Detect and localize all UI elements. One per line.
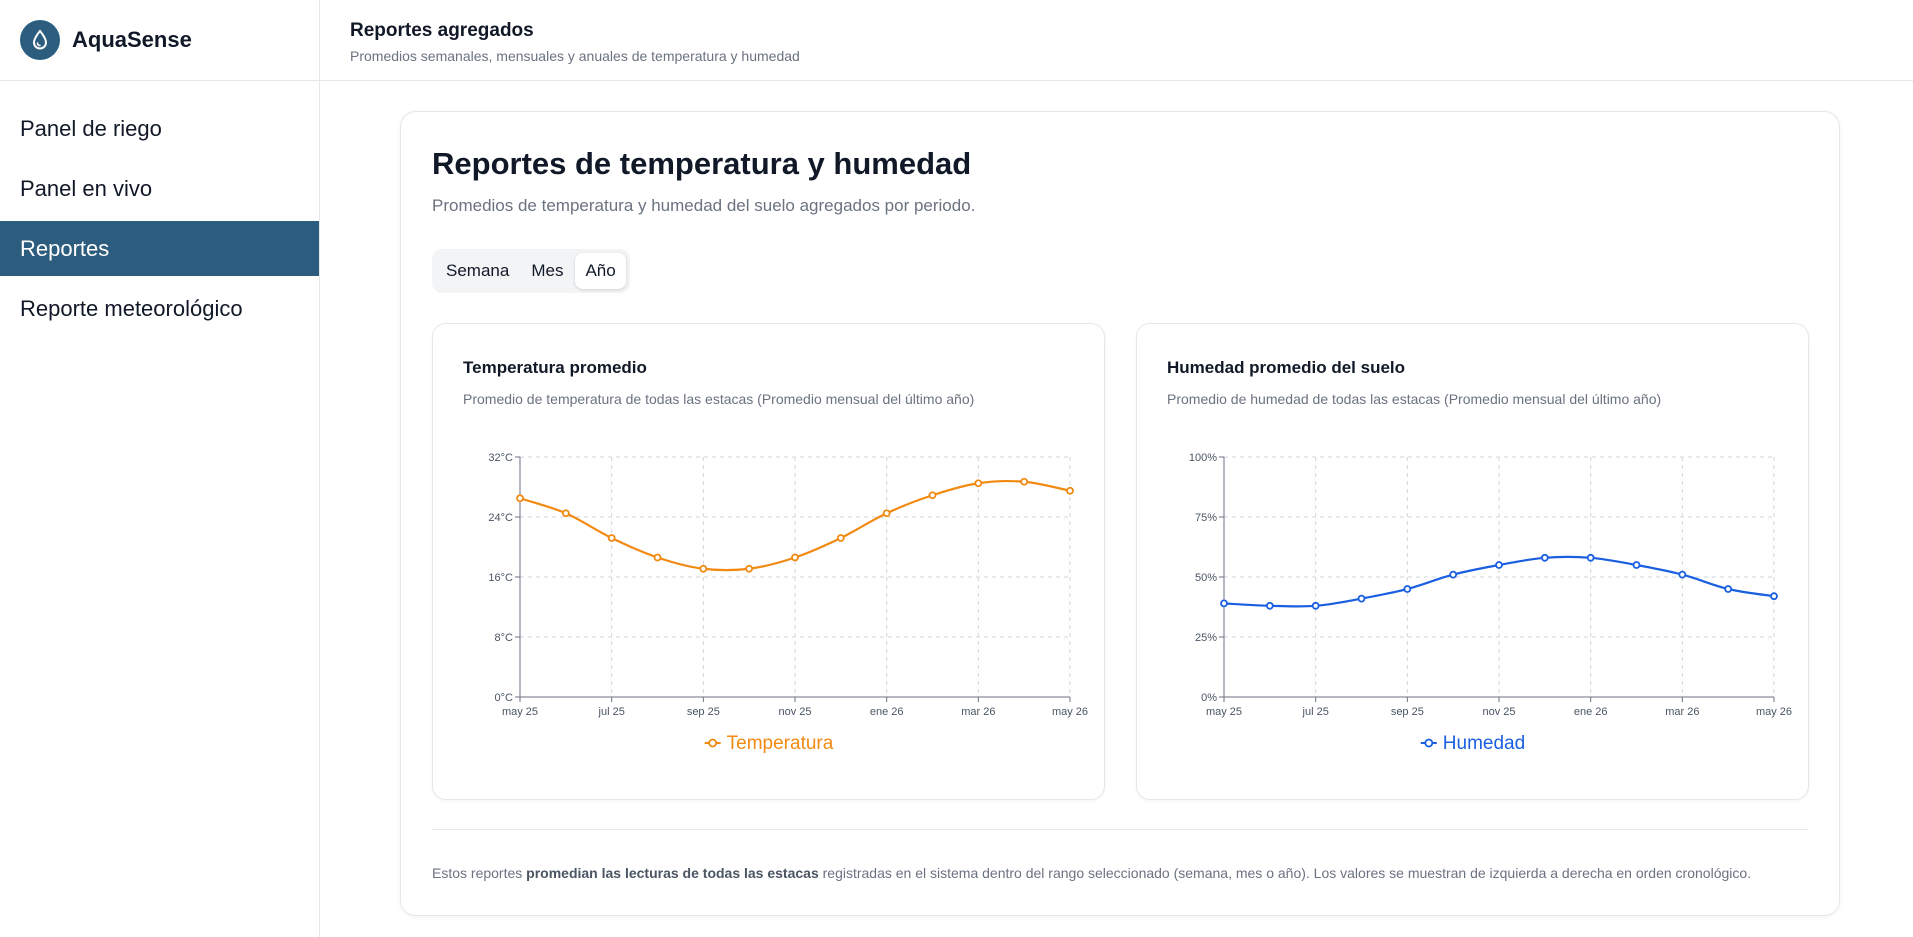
temperature-chart-title: Temperatura promedio — [463, 358, 647, 377]
humidity-chart-y-tick-label: 75% — [1195, 512, 1217, 524]
period-month-button[interactable]: Mes — [531, 261, 564, 280]
sidebar-item-panel-en-vivo[interactable]: Panel en vivo — [20, 175, 153, 201]
humidity-chart-x-tick-label: ene 26 — [1574, 706, 1608, 718]
humidity-chart-data-point[interactable] — [1632, 561, 1641, 569]
temperature-chart-y-tick-label: 16°C — [488, 572, 513, 584]
humidity-chart-legend-label: Humedad — [1443, 733, 1525, 754]
temperature-chart-x-tick-label: ene 26 — [870, 706, 904, 718]
temperature-chart-x-tick-label: mar 26 — [961, 706, 995, 718]
humidity-chart: 0% 25% 50% 75% 100% may 25 jul 25 sep 25 nov 25 e… — [1189, 452, 1792, 754]
reports-subtitle: Promedios de temperatura y humedad del s… — [432, 196, 976, 215]
humidity-chart-description: Promedio de humedad de todas las estacas… — [1167, 391, 1662, 407]
water-drop-icon — [20, 20, 60, 60]
humidity-chart-y-tick-label: 50% — [1195, 572, 1217, 584]
humidity-chart-data-point[interactable] — [1678, 570, 1687, 579]
reports-title: Reportes de temperatura y humedad — [432, 146, 972, 181]
temperature-chart-y-tick-label: 32°C — [488, 452, 513, 464]
footnote-text-end: registradas en el sistema dentro del ran… — [818, 865, 1752, 881]
temperature-chart-data-point[interactable] — [699, 564, 708, 573]
humidity-chart-data-point[interactable] — [1770, 592, 1778, 601]
page-header: Reportes agregados Promedios semanales, … — [320, 0, 1913, 81]
temperature-chart-data-point[interactable] — [974, 479, 983, 488]
reports-footnote: Estos reportes promedian las lecturas de… — [432, 865, 1751, 881]
humidity-chart-data-point[interactable] — [1357, 594, 1366, 603]
humidity-chart-data-point[interactable] — [1449, 570, 1458, 579]
sidebar: AquaSense Panel de riego Panel en vivo R… — [0, 0, 320, 937]
temperature-chart-x-tick-label: may 25 — [502, 706, 538, 718]
humidity-chart-legend-marker-icon — [1424, 738, 1434, 748]
humidity-chart-data-point[interactable] — [1495, 561, 1503, 569]
sidebar-item-panel-de-riego[interactable]: Panel de riego — [20, 115, 162, 141]
temperature-chart-data-point[interactable] — [836, 534, 845, 542]
reports-card: Reportes de temperatura y humedad Promed… — [400, 111, 1840, 916]
temperature-chart-data-point[interactable] — [607, 534, 616, 542]
humidity-chart-legend[interactable]: Humedad — [1420, 733, 1525, 754]
humidity-chart-data-point[interactable] — [1220, 599, 1228, 608]
footnote-emphasis: promedian las lecturas de todas las esta… — [526, 865, 819, 881]
temperature-chart-x-tick-label: may 26 — [1052, 706, 1088, 718]
humidity-chart-title: Humedad promedio del suelo — [1167, 358, 1406, 377]
period-year-button[interactable]: Año — [575, 253, 626, 289]
temperature-chart-data-point[interactable] — [653, 553, 662, 562]
page-title: Reportes agregados — [350, 20, 534, 41]
sidebar-nav: Panel de riego Panel en vivo Reportes Re… — [0, 81, 319, 336]
humidity-chart-y-tick-label: 0% — [1201, 692, 1217, 704]
temperature-chart-x-tick-label: nov 25 — [778, 706, 811, 718]
period-selector: Semana Mes Año — [432, 249, 630, 293]
humidity-chart-y-tick-label: 25% — [1195, 632, 1217, 644]
humidity-chart-data-point[interactable] — [1311, 601, 1320, 610]
temperature-chart-legend-marker-icon — [708, 738, 718, 748]
temperature-chart-x-tick-label: jul 25 — [598, 706, 625, 718]
brand[interactable]: AquaSense — [0, 0, 319, 81]
app-name: AquaSense — [72, 27, 192, 52]
temperature-chart: 0°C 8°C 16°C 24°C 32°C may 25 jul 25 sep 25 nov … — [488, 452, 1088, 754]
sidebar-item-reporte-meteorologico[interactable]: Reporte meteorológico — [20, 295, 243, 321]
humidity-chart-x-tick-label: jul 25 — [1302, 706, 1329, 718]
footnote-text-start: Estos reportes — [432, 865, 527, 881]
humidity-chart-data-point[interactable] — [1403, 585, 1412, 593]
temperature-chart-data-point[interactable] — [882, 509, 891, 518]
humidity-chart-data-point[interactable] — [1724, 585, 1733, 593]
temperature-chart-legend-label: Temperatura — [727, 733, 834, 754]
temperature-chart-data-point[interactable] — [745, 564, 754, 573]
humidity-chart-y-tick-label: 100% — [1189, 452, 1217, 464]
temperature-chart-legend[interactable]: Temperatura — [704, 733, 834, 754]
humidity-chart-data-point[interactable] — [1586, 553, 1595, 562]
humidity-chart-card: Humedad promedio del suelo Promedio de h… — [1136, 323, 1809, 800]
temperature-chart-data-point[interactable] — [516, 494, 524, 503]
temperature-chart-data-point[interactable] — [928, 491, 937, 500]
temperature-chart-data-point[interactable] — [1066, 486, 1074, 495]
temperature-chart-y-tick-label: 24°C — [488, 512, 513, 524]
sidebar-item-reportes[interactable]: Reportes — [0, 221, 319, 276]
temperature-chart-card: Temperatura promedio Promedio de tempera… — [432, 323, 1105, 800]
temperature-chart-x-tick-label: sep 25 — [687, 706, 720, 718]
humidity-chart-data-point[interactable] — [1540, 553, 1549, 562]
humidity-chart-x-tick-label: may 25 — [1206, 706, 1242, 718]
temperature-chart-data-point[interactable] — [791, 553, 799, 562]
humidity-chart-x-tick-label: mar 26 — [1665, 706, 1699, 718]
period-week-button[interactable]: Semana — [446, 261, 510, 280]
divider — [432, 829, 1808, 830]
humidity-chart-x-tick-label: may 26 — [1756, 706, 1792, 718]
humidity-chart-x-tick-label: sep 25 — [1391, 706, 1424, 718]
temperature-chart-data-point[interactable] — [561, 509, 570, 518]
temperature-chart-data-point[interactable] — [1020, 477, 1029, 486]
temperature-chart-description: Promedio de temperatura de todas las est… — [463, 391, 975, 407]
temperature-chart-y-tick-label: 0°C — [495, 692, 514, 704]
humidity-chart-x-tick-label: nov 25 — [1482, 706, 1515, 718]
humidity-chart-data-point[interactable] — [1265, 601, 1274, 610]
page-subtitle: Promedios semanales, mensuales y anuales… — [350, 48, 800, 64]
temperature-chart-y-tick-label: 8°C — [495, 632, 514, 644]
temperature-chart-grid — [519, 456, 1071, 698]
